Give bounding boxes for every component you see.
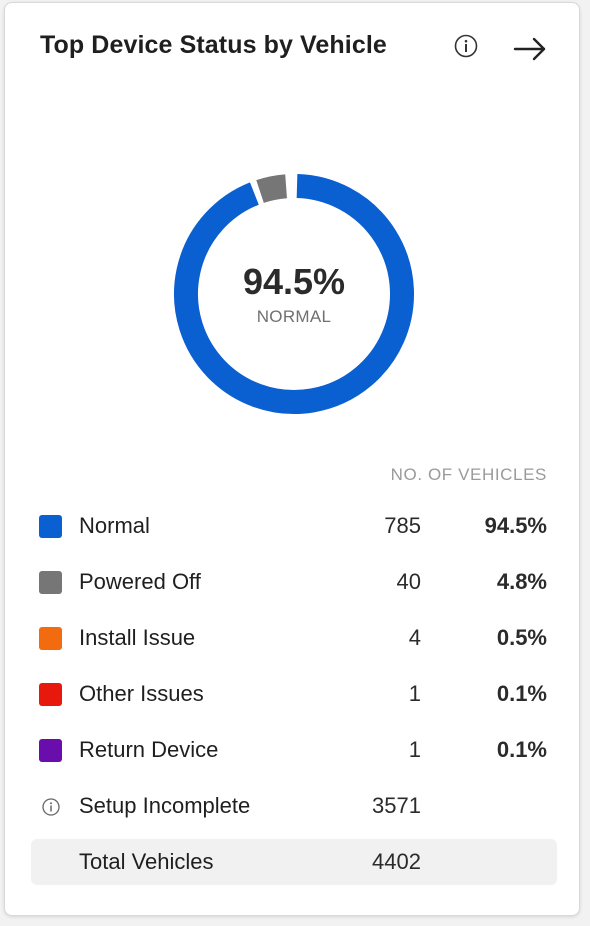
- legend-percent: 0.1%: [496, 737, 547, 762]
- legend-count: 785: [384, 513, 421, 538]
- total-row-background: [31, 839, 557, 885]
- legend-label: Other Issues: [79, 681, 204, 706]
- legend-count: 1: [408, 681, 421, 706]
- donut-slice-powered-off[interactable]: [256, 174, 288, 203]
- donut-svg: [174, 174, 414, 414]
- info-icon[interactable]: [453, 33, 479, 59]
- legend-label: Install Issue: [79, 625, 196, 650]
- legend-swatch: [39, 627, 62, 650]
- legend-swatch: [39, 683, 62, 706]
- setup-incomplete-row[interactable]: Setup Incomplete 3571: [5, 787, 579, 827]
- legend-label: Powered Off: [79, 569, 201, 594]
- donut-chart: 94.5% NORMAL: [169, 169, 419, 419]
- legend-count: 4: [408, 625, 421, 650]
- legend-swatch: [39, 739, 62, 762]
- device-status-card: Top Device Status by Vehicle 94.5% NORMA…: [4, 2, 580, 916]
- total-label: Total Vehicles: [79, 849, 214, 874]
- legend-label: Return Device: [79, 737, 219, 762]
- info-icon[interactable]: [41, 797, 61, 817]
- total-row: Total Vehicles 4402: [5, 843, 579, 883]
- legend-row-install-issue[interactable]: Install Issue 4 0.5%: [5, 619, 579, 659]
- legend-count: 1: [408, 737, 421, 762]
- center-label: NORMAL: [256, 307, 332, 326]
- legend-swatch: [39, 571, 62, 594]
- center-value: 94.5%: [242, 261, 346, 302]
- legend-percent: 4.8%: [496, 569, 547, 594]
- card-title: Top Device Status by Vehicle: [40, 31, 387, 59]
- legend-count: 40: [396, 569, 421, 594]
- donut-slice-normal[interactable]: [174, 174, 414, 414]
- setup-count: 3571: [372, 793, 421, 818]
- legend-label: Normal: [79, 513, 150, 538]
- legend-row-other-issues[interactable]: Other Issues 1 0.1%: [5, 675, 579, 715]
- arrow-right-icon[interactable]: [513, 36, 547, 62]
- column-header-vehicles: NO. OF VEHICLES: [390, 465, 547, 484]
- legend-row-normal[interactable]: Normal 785 94.5%: [5, 507, 579, 547]
- legend-row-return-device[interactable]: Return Device 1 0.1%: [5, 731, 579, 771]
- legend-percent: 0.5%: [496, 625, 547, 650]
- total-count: 4402: [372, 849, 421, 874]
- legend-percent: 0.1%: [496, 681, 547, 706]
- legend-percent: 94.5%: [484, 513, 547, 538]
- setup-label: Setup Incomplete: [79, 793, 251, 818]
- legend-row-powered-off[interactable]: Powered Off 40 4.8%: [5, 563, 579, 603]
- legend-swatch: [39, 515, 62, 538]
